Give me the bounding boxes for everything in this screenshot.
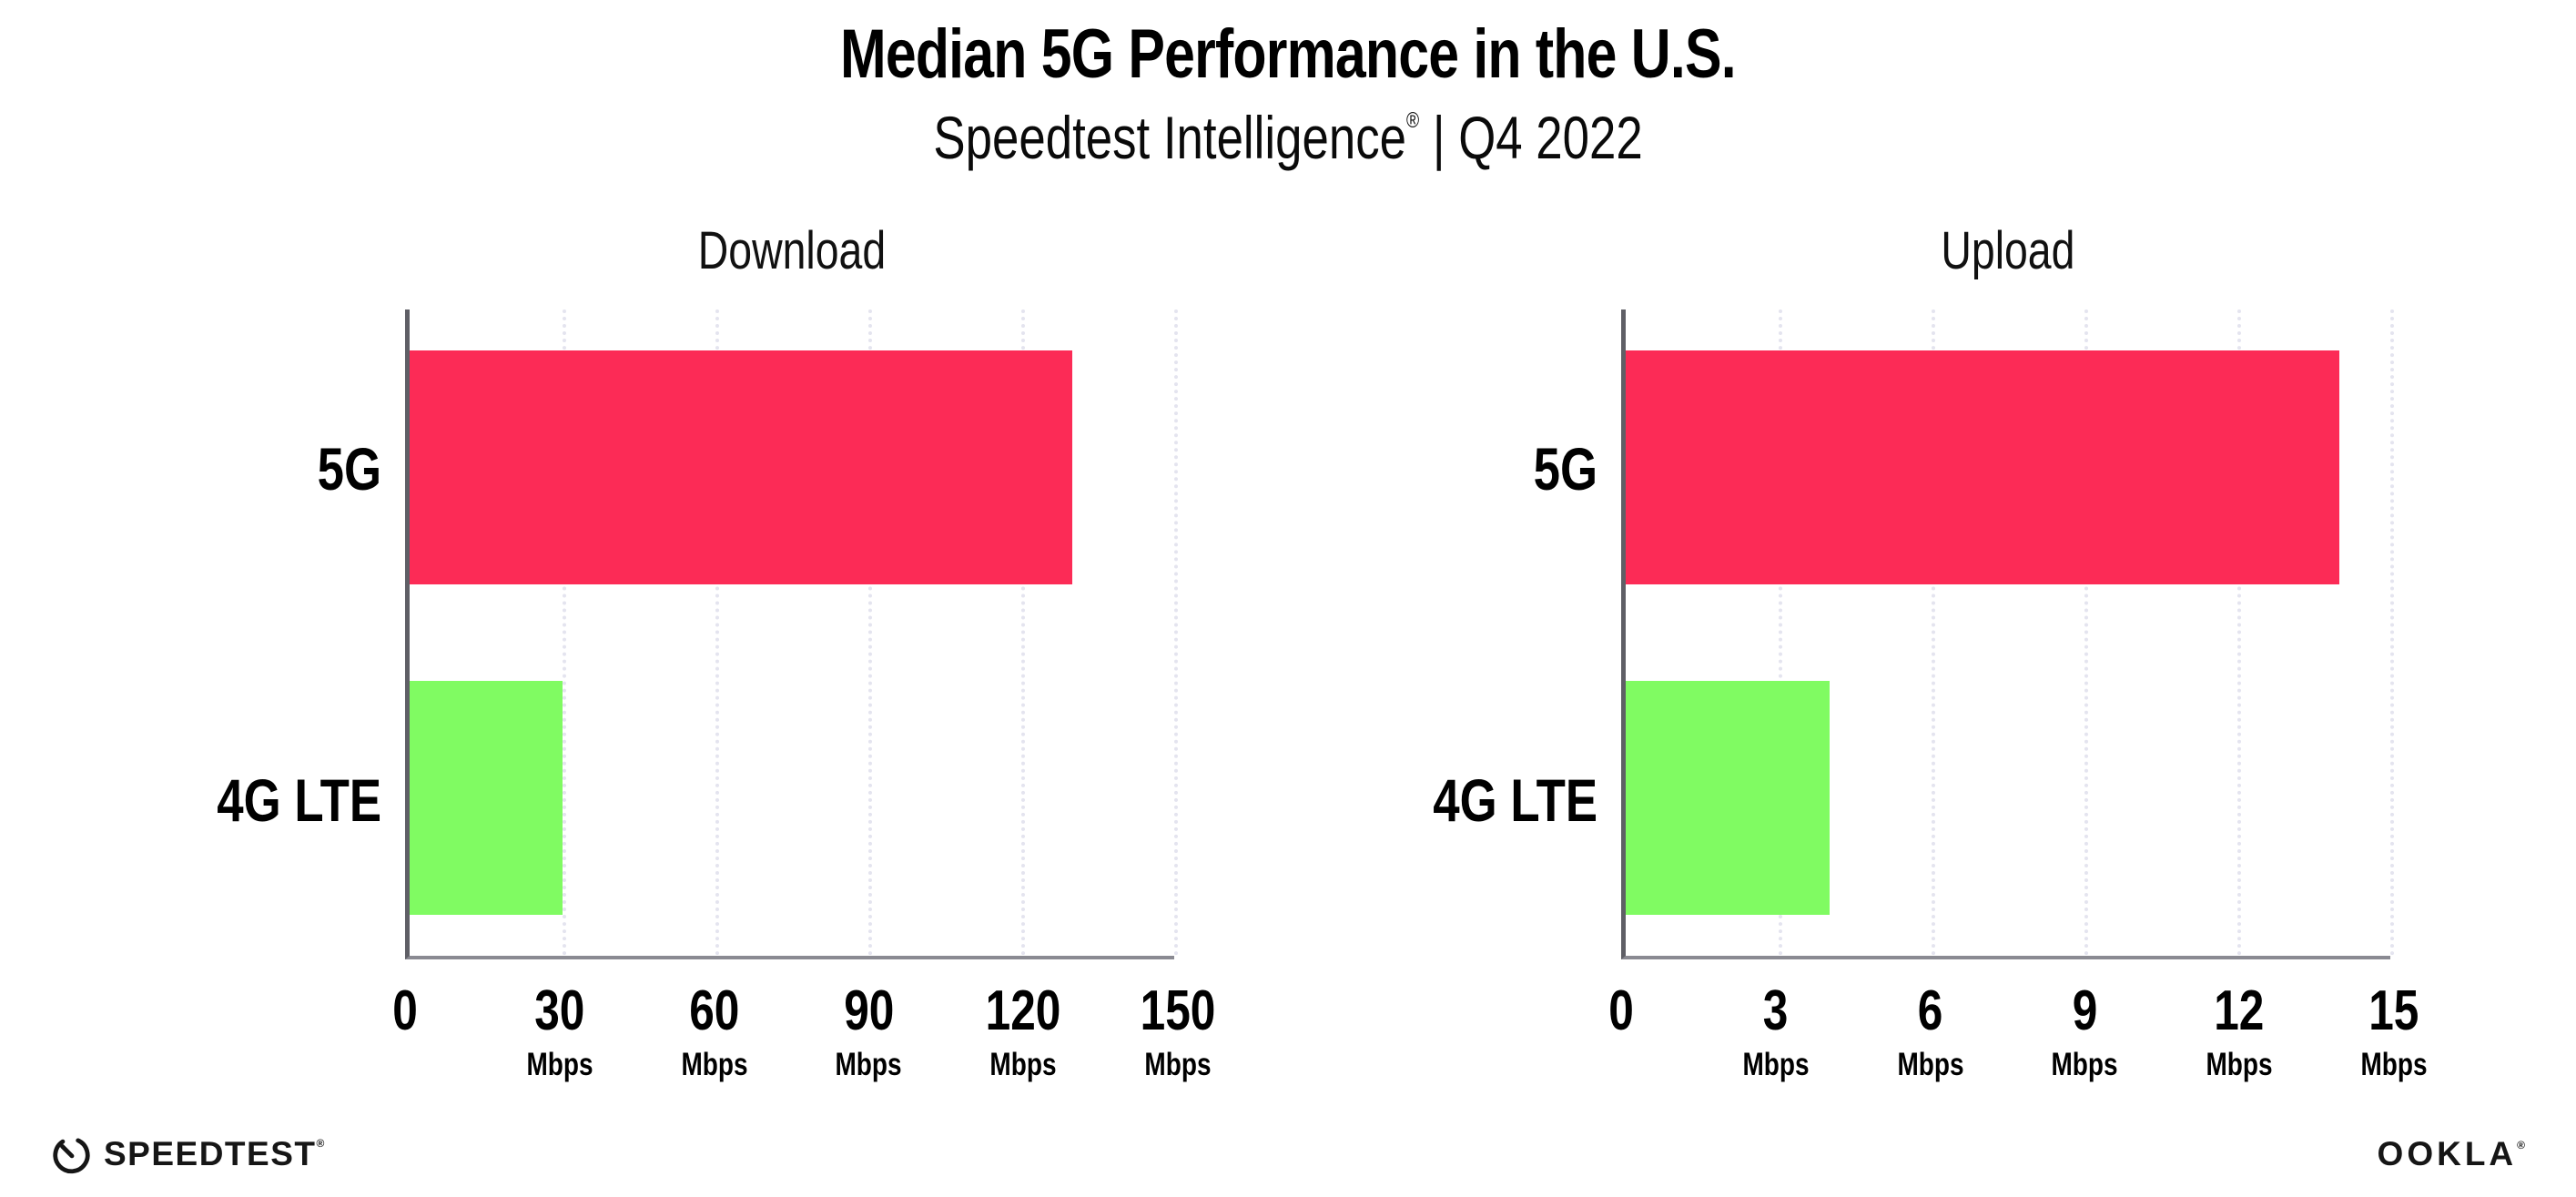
tick-unit: Mbps	[2360, 1047, 2428, 1082]
gridline-120	[1021, 309, 1025, 956]
tick-number: 3	[1763, 979, 1789, 1042]
x-tick-label-9: 9 Mbps	[2044, 979, 2126, 1082]
tick-number: 15	[2368, 979, 2419, 1042]
category-label-5g: 5G	[317, 434, 381, 502]
x-tick-label-0: 0	[390, 983, 421, 1040]
category-label-4g-lte: 4G LTE	[217, 766, 381, 835]
tick-number: 9	[2072, 979, 2098, 1042]
gridline-15	[2390, 309, 2394, 956]
gridline-9	[2084, 309, 2088, 956]
bar-5g	[410, 350, 1072, 585]
download-chart: Download 5G 4G LTE 0 30 Mbps 60 Mbps 90 Mbps 120…	[164, 220, 1215, 1105]
subtitle-brand: Speedtest Intelligence	[933, 104, 1406, 171]
tick-unit: Mbps	[681, 1047, 748, 1082]
speedtest-wordmark: SPEEDTEST®	[104, 1135, 325, 1172]
header: Median 5G Performance in the U.S. Speedt…	[0, 0, 2576, 172]
gridline-12	[2237, 309, 2241, 956]
upload-category-labels: 5G 4G LTE	[1380, 309, 1621, 959]
x-tick-label-90: 90 Mbps	[827, 979, 910, 1082]
gridline-6	[1932, 309, 1935, 956]
category-label-5g: 5G	[1533, 434, 1597, 502]
ookla-wordmark: OOKLA	[2377, 1135, 2518, 1172]
bar-4g-lte	[410, 680, 563, 916]
registered-mark-icon: ®	[2517, 1139, 2525, 1151]
upload-chart-title: Upload	[1940, 221, 2075, 280]
gridline-30	[563, 309, 566, 956]
bar-5g	[1626, 350, 2339, 585]
speedtest-logo: SPEEDTEST®	[51, 1133, 324, 1175]
upload-chart: Upload 5G 4G LTE 0 3 Mbps 6 Mbps 9 Mbps 12 Mbps 15…	[1380, 220, 2427, 1105]
download-chart-title: Download	[697, 221, 886, 280]
x-tick-label-12: 12 Mbps	[2197, 979, 2280, 1082]
subtitle-period: | Q4 2022	[1419, 104, 1643, 171]
speedtest-gauge-icon	[53, 1138, 90, 1174]
page-title: Median 5G Performance in the U.S.	[0, 15, 2576, 94]
download-plot-area	[405, 309, 1178, 959]
tick-number: 90	[843, 979, 894, 1042]
tick-number: 0	[392, 979, 418, 1042]
gridline-3	[1779, 309, 1782, 956]
x-tick-label-0: 0	[1606, 983, 1637, 1040]
download-category-labels: 5G 4G LTE	[164, 309, 405, 959]
tick-number: 60	[688, 979, 740, 1042]
tick-number: 120	[985, 979, 1061, 1042]
x-tick-label-150: 150 Mbps	[1131, 979, 1224, 1082]
registered-mark-icon: ®	[316, 1137, 325, 1150]
tick-number: 30	[534, 979, 585, 1042]
x-tick-label-30: 30 Mbps	[518, 979, 601, 1082]
x-tick-label-60: 60 Mbps	[673, 979, 756, 1082]
gridline-60	[715, 309, 719, 956]
tick-unit: Mbps	[2206, 1047, 2273, 1082]
upload-plot-area	[1621, 309, 2394, 959]
ookla-logo: OOKLA®	[2378, 1135, 2525, 1173]
upload-chart-body: 5G 4G LTE	[1380, 309, 2394, 959]
download-chart-body: 5G 4G LTE	[164, 309, 1178, 959]
x-tick-label-15: 15 Mbps	[2352, 979, 2435, 1082]
gridline-150	[1174, 309, 1178, 956]
tick-unit: Mbps	[1742, 1047, 1810, 1082]
page-subtitle-text: Speedtest Intelligence® | Q4 2022	[933, 103, 1642, 172]
download-x-axis: 0 30 Mbps 60 Mbps 90 Mbps 120 Mbps 150 Mbps	[392, 959, 1215, 1105]
tick-unit: Mbps	[989, 1047, 1057, 1082]
tick-number: 12	[2214, 979, 2265, 1042]
page-title-text: Median 5G Performance in the U.S.	[840, 15, 1737, 93]
tick-unit: Mbps	[2051, 1047, 2118, 1082]
x-tick-label-120: 120 Mbps	[976, 979, 1070, 1082]
page-subtitle: Speedtest Intelligence® | Q4 2022	[0, 103, 2576, 172]
tick-unit: Mbps	[526, 1047, 593, 1082]
gridline-90	[868, 309, 872, 956]
tick-number: 6	[1917, 979, 1943, 1042]
footer: SPEEDTEST® OOKLA®	[0, 1117, 2576, 1181]
registered-mark-icon: ®	[1405, 108, 1420, 133]
x-tick-label-3: 3 Mbps	[1734, 979, 1817, 1082]
charts-row: Download 5G 4G LTE 0 30 Mbps 60 Mbps 90 Mbps 120…	[0, 220, 2576, 1105]
category-label-4g-lte: 4G LTE	[1433, 766, 1597, 835]
tick-number: 0	[1608, 979, 1634, 1042]
tick-unit: Mbps	[1897, 1047, 1964, 1082]
tick-unit: Mbps	[1144, 1047, 1212, 1082]
x-tick-label-6: 6 Mbps	[1889, 979, 1972, 1082]
bar-4g-lte	[1626, 680, 1830, 916]
tick-number: 150	[1140, 979, 1216, 1042]
tick-unit: Mbps	[835, 1047, 902, 1082]
upload-x-axis: 0 3 Mbps 6 Mbps 9 Mbps 12 Mbps 15 Mbps	[1608, 959, 2427, 1105]
